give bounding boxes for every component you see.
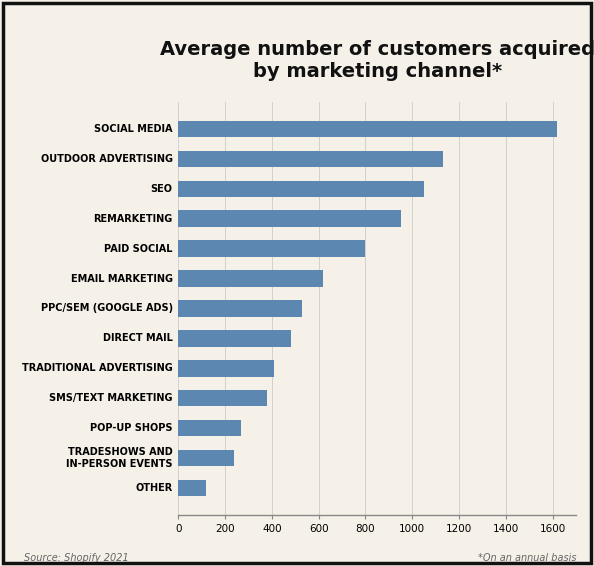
Bar bbox=[178, 450, 235, 466]
Bar bbox=[178, 121, 557, 137]
Bar bbox=[178, 480, 206, 496]
Bar bbox=[178, 390, 267, 406]
Bar bbox=[178, 420, 241, 436]
Bar bbox=[178, 330, 290, 346]
Bar bbox=[178, 300, 302, 317]
Bar bbox=[178, 360, 274, 376]
Text: Source: Shopify 2021: Source: Shopify 2021 bbox=[24, 553, 128, 563]
Bar bbox=[178, 211, 400, 227]
Bar bbox=[178, 241, 365, 257]
Text: *On an annual basis: *On an annual basis bbox=[478, 553, 576, 563]
Title: Average number of customers acquired
by marketing channel*: Average number of customers acquired by … bbox=[160, 40, 594, 81]
Bar bbox=[178, 181, 424, 197]
Bar bbox=[178, 271, 323, 287]
Bar bbox=[178, 151, 443, 167]
